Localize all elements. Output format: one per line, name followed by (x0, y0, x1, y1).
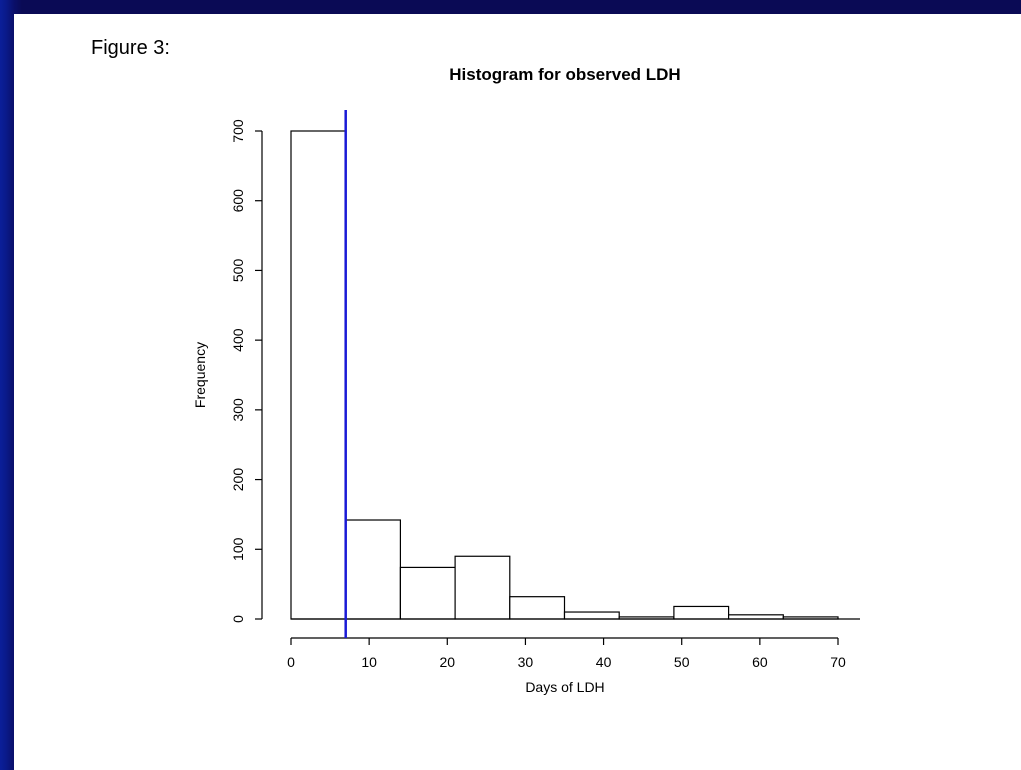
x-tick-label-70: 70 (830, 654, 846, 670)
histogram-bar-4 (454, 555, 511, 620)
x-tick-label-50: 50 (674, 654, 690, 670)
histogram-bar-5 (509, 596, 566, 620)
histogram-bar-9 (727, 614, 784, 620)
x-axis: 0 10 20 30 40 50 60 70 (287, 637, 846, 670)
y-tick-label-0: 0 (230, 615, 246, 623)
y-tick-label-700: 700 (230, 119, 246, 143)
chart-title: Histogram for observed LDH (449, 65, 680, 84)
y-tick-label-100: 100 (230, 537, 246, 561)
x-tick-label-30: 30 (518, 654, 534, 670)
figure-label: Figure 3: (91, 37, 170, 59)
x-axis-label: Days of LDH (525, 679, 604, 695)
x-tick-label-10: 10 (361, 654, 377, 670)
x-tick-label-20: 20 (439, 654, 455, 670)
y-tick-label-300: 300 (230, 398, 246, 422)
slide-canvas (14, 14, 1021, 770)
histogram-bar-1 (290, 130, 347, 620)
y-axis: 0 100 200 300 400 500 600 700 (230, 119, 263, 623)
histogram-bar-8 (673, 605, 730, 620)
histogram-bar-3 (399, 566, 456, 620)
y-tick-label-400: 400 (230, 328, 246, 352)
x-tick-label-0: 0 (287, 654, 295, 670)
histogram-bar-2 (345, 519, 402, 620)
histogram-bar-6 (563, 611, 620, 620)
y-tick-label-500: 500 (230, 259, 246, 283)
y-axis-label: Frequency (192, 342, 208, 408)
x-tick-label-40: 40 (596, 654, 612, 670)
y-tick-label-600: 600 (230, 189, 246, 213)
x-tick-label-60: 60 (752, 654, 768, 670)
y-tick-label-200: 200 (230, 468, 246, 492)
histogram-bars (290, 130, 860, 620)
